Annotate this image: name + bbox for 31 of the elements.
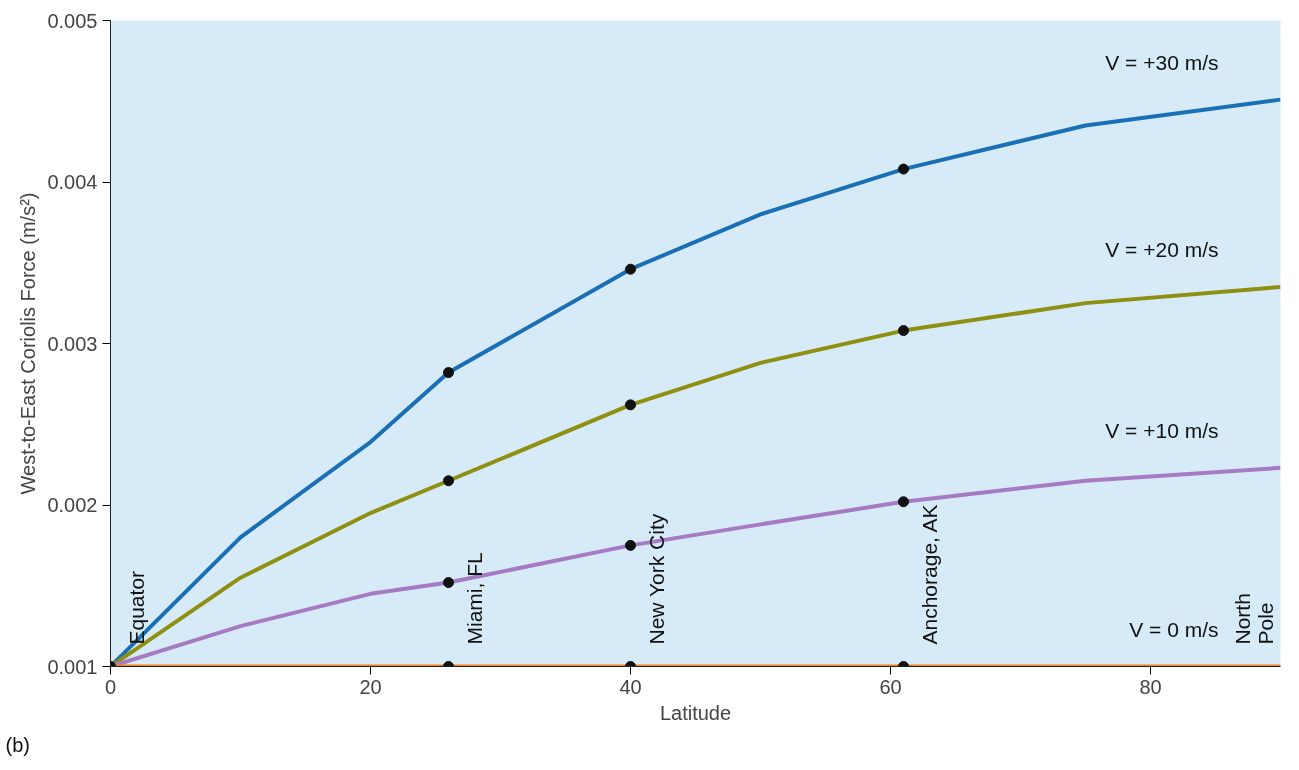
point bbox=[443, 367, 454, 379]
annotation: Anchorage, AK bbox=[917, 504, 941, 645]
point bbox=[625, 539, 636, 551]
x-tick-label: 60 bbox=[879, 675, 902, 698]
point bbox=[443, 577, 454, 589]
y-tick-label: 0.005 bbox=[47, 9, 98, 32]
x-axis-title: Latitude bbox=[659, 701, 732, 724]
series-label: V = +30 m/s bbox=[1105, 50, 1219, 74]
x-tick-label: 40 bbox=[619, 675, 642, 698]
y-axis-title: West-to-East Coriolis Force (m/s²) bbox=[17, 192, 40, 495]
point bbox=[625, 399, 636, 411]
y-tick-label: 0.003 bbox=[47, 332, 98, 355]
text: (b) bbox=[5, 733, 30, 756]
point bbox=[898, 163, 909, 175]
annotation: Equator bbox=[124, 570, 148, 645]
y-tick-label: 0.002 bbox=[47, 494, 98, 516]
annotation: Miami, FL bbox=[462, 552, 486, 645]
point bbox=[625, 263, 636, 275]
point bbox=[898, 496, 909, 508]
x-tick-label: 0 bbox=[104, 675, 117, 698]
series-label: V = +10 m/s bbox=[1105, 418, 1219, 442]
x-tick-label: 80 bbox=[1139, 675, 1162, 698]
x-tick-label: 20 bbox=[359, 675, 382, 698]
point bbox=[898, 325, 909, 337]
point bbox=[443, 475, 454, 487]
annotation: New York City bbox=[644, 513, 668, 645]
series-label: V = 0 m/s bbox=[1129, 617, 1219, 641]
y-tick-label: 0.001 bbox=[47, 655, 98, 678]
annotation: North Pole bbox=[1230, 593, 1277, 645]
series-label: V = +20 m/s bbox=[1105, 237, 1219, 261]
y-tick-label: 0.004 bbox=[47, 171, 98, 193]
